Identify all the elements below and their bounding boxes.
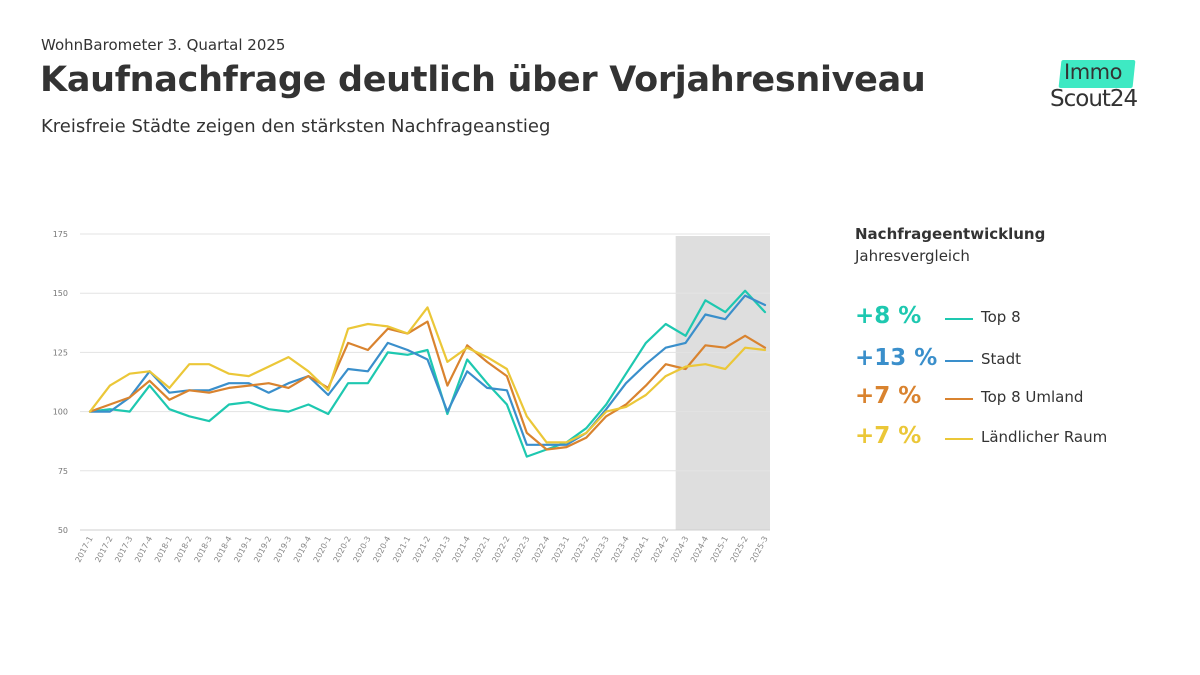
x-tick-label: 2022-2 [490,535,511,564]
legend-swatch [945,438,973,440]
x-tick-label: 2020-4 [371,535,392,564]
x-tick-label: 2023-4 [610,535,631,564]
forecast-highlight-band [675,236,770,530]
legend-item-stadt: +13 % Stadt [855,345,1155,375]
x-tick-label: 2022-3 [510,535,531,564]
page-subtitle: Kreisfreie Städte zeigen den stärksten N… [41,116,551,137]
series-line-l-ndlicher-raum [88,306,767,444]
x-tick-label: 2019-1 [232,535,253,564]
x-tick-label: 2019-3 [272,535,293,564]
page-title: Kaufnachfrage deutlich über Vorjahresniv… [40,60,926,100]
x-tick-label: 2017-4 [133,535,154,564]
x-tick-label: 2018-2 [173,535,194,564]
x-tick-label: 2024-2 [649,535,670,564]
legend-label: Ländlicher Raum [981,428,1108,446]
legend-value: +13 % [855,345,938,371]
legend-value: +7 % [855,423,922,449]
y-tick-label: 100 [53,408,68,417]
x-tick-label: 2024-3 [669,535,690,564]
x-tick-label: 2020-3 [351,535,372,564]
x-tick-label: 2020-1 [312,535,333,564]
x-tick-label: 2018-3 [193,535,214,564]
x-tick-label: 2021-3 [431,535,452,564]
x-tick-label: 2025-2 [729,535,750,564]
x-tick-label: 2023-1 [550,535,571,564]
y-tick-label: 125 [53,348,68,357]
logo-line2: Scout24 [1050,86,1138,112]
x-tick-label: 2019-4 [292,535,313,564]
legend-label: Top 8 [981,308,1021,326]
series-line-top-8-umland [88,320,767,451]
legend-item-top8: +8 % Top 8 [855,303,1155,333]
series-line-stadt [88,294,767,446]
legend-value: +8 % [855,303,922,329]
x-tick-label: 2022-4 [530,535,551,564]
legend-subtitle: Jahresvergleich [855,247,970,265]
x-tick-label: 2017-3 [113,535,134,564]
x-tick-label: 2020-2 [332,535,353,564]
x-tick-label: 2024-1 [629,535,650,564]
x-tick-label: 2018-4 [212,535,233,564]
x-tick-label: 2017-2 [93,535,114,564]
legend-swatch [945,398,973,400]
x-tick-label: 2025-3 [749,535,770,564]
y-tick-label: 75 [58,467,68,476]
y-tick-label: 50 [58,526,68,535]
legend-item-top8-umland: +7 % Top 8 Umland [855,383,1155,413]
y-tick-label: 175 [53,230,68,239]
legend-label: Top 8 Umland [981,388,1084,406]
legend-swatch [945,318,973,320]
report-kicker: WohnBarometer 3. Quartal 2025 [41,36,286,54]
x-tick-label: 2021-2 [411,535,432,564]
x-tick-label: 2025-1 [709,535,730,564]
legend-value: +7 % [855,383,922,409]
legend-title: Nachfrageentwicklung [855,225,1046,243]
x-tick-label: 2022-1 [471,535,492,564]
legend-item-laendlicher-raum: +7 % Ländlicher Raum [855,423,1155,453]
x-tick-label: 2023-3 [590,535,611,564]
x-tick-label: 2021-1 [391,535,412,564]
x-tick-label: 2023-2 [570,535,591,564]
legend-label: Stadt [981,350,1021,368]
series-line-top-8 [88,289,767,458]
x-tick-label: 2017-1 [74,535,95,564]
x-tick-label: 2019-2 [252,535,273,564]
immoscout24-logo: Immo Scout24 [1050,60,1150,116]
y-tick-label: 150 [53,289,68,298]
x-tick-label: 2024-4 [689,535,710,564]
x-tick-label: 2018-1 [153,535,174,564]
legend-swatch [945,360,973,362]
logo-line1: Immo [1064,60,1122,84]
x-tick-label: 2021-4 [451,535,472,564]
